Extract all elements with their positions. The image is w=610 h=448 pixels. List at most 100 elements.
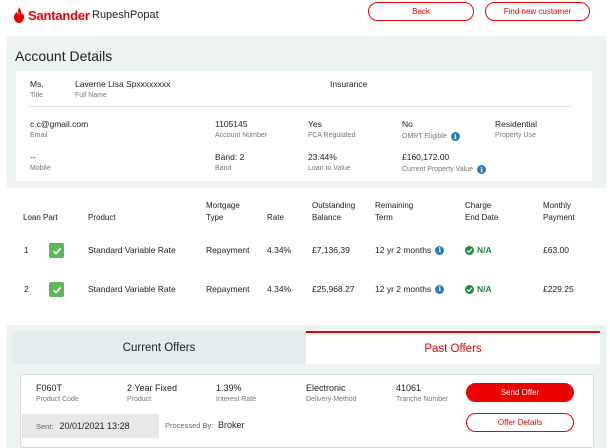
- fullname-label: Full Name: [75, 92, 107, 99]
- rate-value: 4.34%: [267, 284, 292, 294]
- tab-past-offers[interactable]: Past Offers: [306, 331, 600, 364]
- tranche-number-field: 41061 Tranche Number: [396, 383, 448, 403]
- info-icon[interactable]: i: [435, 284, 445, 294]
- omrt-label: OMRT Eligible: [402, 133, 447, 140]
- mobile-value: --: [30, 152, 36, 162]
- interest-rate-label: Interest Rate: [216, 396, 257, 403]
- send-offer-button[interactable]: Send Offer: [466, 383, 574, 402]
- info-icon[interactable]: i: [477, 165, 487, 174]
- ltv-label: Loan to Value: [308, 165, 351, 172]
- section-title: Account Details: [15, 48, 113, 64]
- header-charge-end-date: Charge End Date: [465, 201, 499, 222]
- product-code-label: Product Code: [36, 396, 79, 403]
- ltv-value: 23.44%: [308, 152, 337, 162]
- flame-icon: [12, 7, 26, 23]
- balance-value: £25,968.27: [312, 284, 355, 294]
- checkbox-checked[interactable]: [49, 243, 64, 258]
- account-number-value: 1105145: [215, 119, 248, 129]
- email-field: c.c@gmail.com Email: [30, 119, 88, 139]
- monthly-payment-value: £229.25: [543, 284, 574, 294]
- product-code-value: F060T: [36, 383, 63, 393]
- omrt-field: No OMRT Eligible i: [402, 119, 460, 141]
- property-value-value: £160,172.00: [402, 152, 450, 162]
- rate-value: 4.34%: [267, 245, 292, 255]
- account-card: [16, 71, 592, 181]
- santander-logo[interactable]: Santander: [12, 7, 90, 23]
- interest-rate-field: 1.39% Interest Rate: [216, 383, 256, 403]
- delivery-method-label: Delivery Method: [306, 396, 357, 403]
- info-icon[interactable]: i: [435, 245, 445, 255]
- title-label: Title: [30, 92, 43, 99]
- insurance-field: Insurance: [330, 79, 367, 89]
- sent-label: Sent:: [36, 421, 54, 431]
- info-icon[interactable]: i: [450, 132, 460, 141]
- insurance-label: Insurance: [330, 79, 368, 89]
- header-outstanding-balance: Outstanding Balance: [312, 201, 356, 222]
- interest-rate-value: 1.39%: [216, 383, 242, 393]
- offer-product-label: Product: [127, 396, 152, 403]
- title-field: Ms. Title: [30, 79, 44, 99]
- top-bar: Santander RupeshPopat Back Find new cust…: [0, 0, 610, 32]
- account-number-label: Account Number: [215, 132, 268, 139]
- offer-product-value: 2 Year Fixed: [127, 383, 178, 393]
- back-button[interactable]: Back: [368, 2, 474, 21]
- check-circle-icon: [465, 284, 474, 294]
- charge-end-date-value: N/A: [465, 245, 492, 255]
- processed-by-value: Broker: [218, 420, 245, 430]
- mobile-field: -- Mobile: [30, 152, 51, 172]
- remaining-term-value: 12 yr 2 months i: [375, 284, 445, 294]
- account-number-field: 1105145 Account Number: [215, 119, 267, 139]
- mobile-label: Mobile: [30, 165, 51, 172]
- product-value: Standard Variable Rate: [88, 284, 176, 294]
- sent-value: 20/01/2021 13:28: [59, 421, 130, 431]
- email-value: c.c@gmail.com: [30, 119, 89, 129]
- remaining-term-value: 12 yr 2 months i: [375, 245, 445, 255]
- title-value: Ms.: [30, 79, 44, 89]
- check-icon: [52, 286, 61, 294]
- check-icon: [52, 247, 61, 255]
- sent-info: Sent: 20/01/2021 13:28: [22, 414, 159, 438]
- fca-field: Yes FCA Regulated: [308, 119, 355, 139]
- tab-current-offers[interactable]: Current Offers: [12, 331, 306, 364]
- card-divider: [28, 106, 572, 107]
- header-remaining-term: Remaining Term: [375, 201, 414, 222]
- offer-product-field: 2 Year Fixed Product: [127, 383, 177, 403]
- property-use-label: Property Use: [495, 132, 536, 139]
- tranche-number-value: 41061: [396, 383, 422, 393]
- property-use-value: Residential: [495, 119, 538, 129]
- email-label: Email: [30, 132, 48, 139]
- product-code-field: F060T Product Code: [36, 383, 79, 403]
- header-mortgage-type: Mortgage Type: [206, 201, 240, 222]
- fullname-field: Laverne Lisa Spxxxxxxxx Full Name: [75, 79, 170, 99]
- band-label: Band: [215, 165, 232, 172]
- charge-end-date-value: N/A: [465, 284, 492, 294]
- band-field: Band: 2 Band: [215, 152, 244, 172]
- find-new-customer-button[interactable]: Find new customer: [485, 2, 590, 21]
- mortgage-type-value: Repayment: [206, 284, 250, 294]
- offer-details-button[interactable]: Offer Details: [466, 413, 574, 432]
- header-product: Product: [88, 213, 116, 222]
- checkbox-checked[interactable]: [49, 282, 64, 297]
- property-value-field: £160,172.00 Current Property Value i: [402, 152, 487, 174]
- loan-part-number: 1: [24, 245, 29, 255]
- band-value: Band: 2: [215, 152, 245, 162]
- product-value: Standard Variable Rate: [88, 245, 176, 255]
- delivery-method-value: Electronic: [306, 383, 346, 393]
- fca-value: Yes: [308, 119, 322, 129]
- monthly-payment-value: £63.00: [543, 245, 569, 255]
- property-use-field: Residential Property Use: [495, 119, 537, 139]
- processed-by-label: Processed By:: [165, 421, 214, 430]
- fullname-value: Laverne Lisa Spxxxxxxxx: [75, 79, 171, 89]
- mortgage-type-value: Repayment: [206, 245, 250, 255]
- header-monthly-payment: Monthly Payment: [543, 201, 575, 222]
- omrt-value: No: [402, 119, 413, 129]
- tranche-number-label: Tranche Number: [396, 396, 449, 403]
- check-circle-icon: [465, 245, 474, 255]
- property-value-label: Current Property Value: [402, 166, 474, 173]
- ltv-field: 23.44% Loan to Value: [308, 152, 351, 172]
- delivery-method-field: Electronic Delivery Method: [306, 383, 357, 403]
- header-rate: Rate: [267, 213, 284, 222]
- fca-label: FCA Regulated: [308, 132, 356, 139]
- header-loan-part: Loan Part: [23, 213, 58, 222]
- balance-value: £7,136.39: [312, 245, 350, 255]
